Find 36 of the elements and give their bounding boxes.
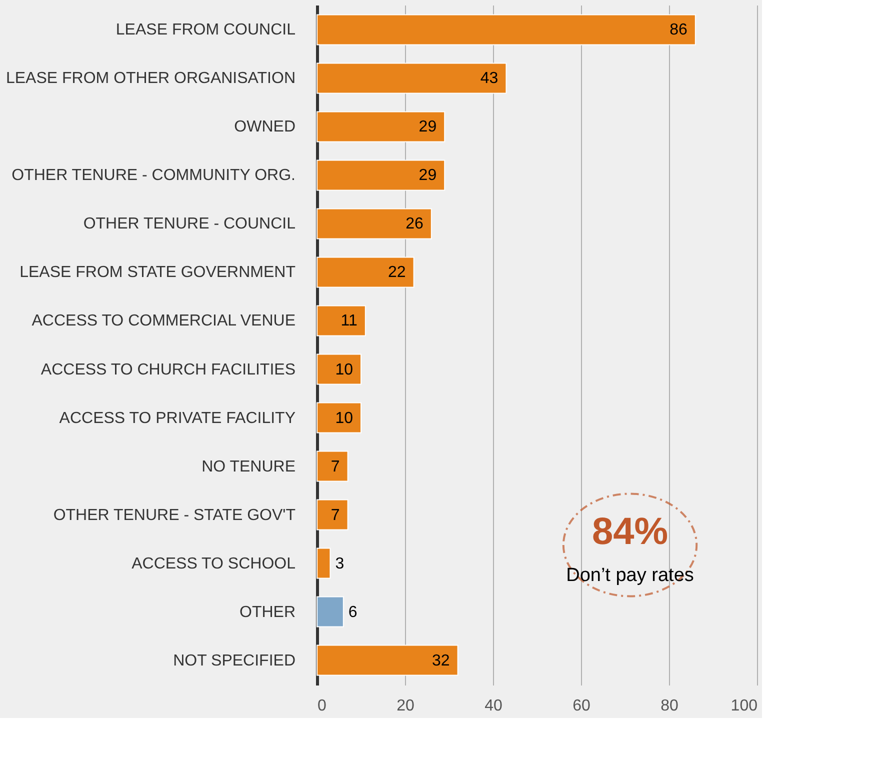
y-tick-label: ACCESS TO COMMERCIAL VENUE bbox=[32, 312, 296, 330]
x-tick-label: 80 bbox=[660, 698, 678, 714]
data-label: 7 bbox=[330, 458, 340, 476]
y-tick-label: OTHER TENURE - COUNCIL bbox=[83, 216, 296, 233]
data-label: 10 bbox=[335, 410, 354, 427]
data-label: 29 bbox=[418, 118, 437, 136]
y-tick-label: ACCESS TO CHURCH FACILITIES bbox=[40, 361, 296, 378]
data-label: 10 bbox=[335, 361, 354, 378]
x-tick-label: 40 bbox=[484, 698, 502, 714]
y-tick-label: OWNED bbox=[234, 118, 296, 136]
annotation: 84% bbox=[592, 511, 668, 553]
x-tick-label: 60 bbox=[572, 698, 590, 714]
x-tick-label: 20 bbox=[396, 698, 414, 714]
x-tick-label: 0 bbox=[318, 698, 326, 714]
x-tick-label: 100 bbox=[730, 698, 758, 714]
data-label: 11 bbox=[340, 312, 358, 330]
annotation: Don’t pay rates bbox=[566, 565, 694, 586]
y-tick-label: LEASE FROM STATE GOVERNMENT bbox=[20, 264, 296, 282]
y-tick-label: OTHER TENURE - COMMUNITY ORG. bbox=[12, 167, 296, 184]
y-tick-label: LEASE FROM COUNCIL bbox=[116, 22, 296, 39]
y-tick-label: OTHER TENURE - STATE GOV'T bbox=[53, 506, 296, 524]
data-label: 29 bbox=[418, 167, 437, 184]
y-tick-label: ACCESS TO PRIVATE FACILITY bbox=[59, 410, 296, 427]
y-tick-label: NOT SPECIFIED bbox=[173, 652, 296, 670]
y-tick-label: NO TENURE bbox=[202, 458, 296, 476]
y-tick-label: ACCESS TO SCHOOL bbox=[132, 555, 296, 572]
data-label: 3 bbox=[335, 555, 344, 572]
data-label: 86 bbox=[670, 22, 688, 39]
data-label: 26 bbox=[406, 216, 424, 233]
data-label: 6 bbox=[348, 604, 358, 621]
data-label: 22 bbox=[388, 264, 406, 282]
data-label: 43 bbox=[480, 70, 498, 88]
y-tick-label: LEASE FROM OTHER ORGANISATION bbox=[6, 70, 296, 88]
data-label: 7 bbox=[330, 506, 340, 524]
data-label: 32 bbox=[432, 652, 450, 670]
y-tick-label: OTHER bbox=[240, 604, 296, 621]
